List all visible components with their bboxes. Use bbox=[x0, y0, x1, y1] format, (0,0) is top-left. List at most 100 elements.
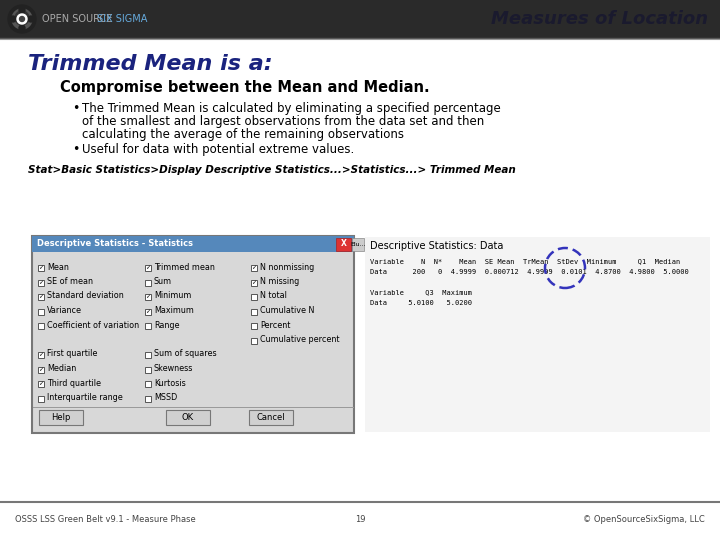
FancyBboxPatch shape bbox=[251, 265, 257, 271]
Text: ✓: ✓ bbox=[145, 266, 150, 271]
Text: Data      200   0  4.9999  0.000712  4.9999  0.0101  4.8700  4.9800  5.0000: Data 200 0 4.9999 0.000712 4.9999 0.0101… bbox=[370, 269, 689, 275]
FancyBboxPatch shape bbox=[145, 323, 151, 329]
FancyBboxPatch shape bbox=[38, 395, 44, 402]
Text: Variable    N  N*    Mean  SE Mean  TrMean  StDev  Minimum     Q1  Median: Variable N N* Mean SE Mean TrMean StDev … bbox=[370, 258, 680, 264]
Text: First quartile: First quartile bbox=[47, 349, 97, 359]
FancyBboxPatch shape bbox=[352, 238, 364, 251]
Text: Descriptive Statistics: Data: Descriptive Statistics: Data bbox=[370, 241, 503, 251]
FancyBboxPatch shape bbox=[38, 323, 44, 329]
Text: Sum: Sum bbox=[154, 277, 172, 286]
Text: ✓: ✓ bbox=[145, 309, 150, 314]
Circle shape bbox=[10, 16, 16, 22]
Text: Maximum: Maximum bbox=[154, 306, 194, 315]
FancyBboxPatch shape bbox=[145, 280, 151, 286]
Text: Useful for data with potential extreme values.: Useful for data with potential extreme v… bbox=[82, 143, 354, 156]
FancyBboxPatch shape bbox=[145, 308, 151, 314]
Circle shape bbox=[19, 17, 24, 22]
Circle shape bbox=[12, 9, 32, 29]
Text: Cancel: Cancel bbox=[257, 413, 285, 422]
Text: ✓: ✓ bbox=[38, 381, 44, 387]
FancyBboxPatch shape bbox=[145, 352, 151, 358]
FancyBboxPatch shape bbox=[251, 308, 257, 314]
Text: Variable     Q3  Maximum: Variable Q3 Maximum bbox=[370, 289, 472, 295]
Circle shape bbox=[8, 5, 36, 33]
Text: Range: Range bbox=[154, 321, 179, 329]
FancyBboxPatch shape bbox=[145, 265, 151, 271]
Text: OSSS LSS Green Belt v9.1 - Measure Phase: OSSS LSS Green Belt v9.1 - Measure Phase bbox=[15, 516, 196, 524]
Text: Variance: Variance bbox=[47, 306, 82, 315]
Text: ✓: ✓ bbox=[251, 266, 256, 271]
FancyBboxPatch shape bbox=[251, 323, 257, 329]
FancyBboxPatch shape bbox=[249, 410, 293, 425]
Text: ✓: ✓ bbox=[145, 294, 150, 300]
Text: calculating the average of the remaining observations: calculating the average of the remaining… bbox=[82, 128, 404, 141]
FancyBboxPatch shape bbox=[145, 367, 151, 373]
Text: •: • bbox=[72, 143, 79, 156]
Text: Percent: Percent bbox=[260, 321, 290, 329]
Text: Third quartile: Third quartile bbox=[47, 379, 101, 388]
Text: Descriptive Statistics - Statistics: Descriptive Statistics - Statistics bbox=[37, 240, 193, 248]
Text: N total: N total bbox=[260, 292, 287, 300]
Circle shape bbox=[19, 25, 25, 31]
Text: Help: Help bbox=[51, 413, 71, 422]
FancyBboxPatch shape bbox=[145, 381, 151, 387]
Circle shape bbox=[17, 14, 27, 24]
Text: of the smallest and largest observations from the data set and then: of the smallest and largest observations… bbox=[82, 115, 485, 128]
Text: ✓: ✓ bbox=[38, 280, 44, 285]
Text: Minimum: Minimum bbox=[154, 292, 192, 300]
FancyBboxPatch shape bbox=[38, 294, 44, 300]
Text: ✓: ✓ bbox=[38, 294, 44, 300]
FancyBboxPatch shape bbox=[38, 367, 44, 373]
Text: Data     5.0100   5.0200: Data 5.0100 5.0200 bbox=[370, 300, 472, 306]
Text: Sum of squares: Sum of squares bbox=[154, 349, 217, 359]
Circle shape bbox=[15, 11, 29, 25]
FancyBboxPatch shape bbox=[365, 237, 710, 432]
FancyBboxPatch shape bbox=[145, 294, 151, 300]
FancyBboxPatch shape bbox=[38, 265, 44, 271]
Text: Median: Median bbox=[47, 364, 76, 373]
Text: Trimmed Mean is a:: Trimmed Mean is a: bbox=[28, 54, 273, 74]
FancyBboxPatch shape bbox=[336, 238, 351, 251]
Text: Measures of Location: Measures of Location bbox=[491, 10, 708, 28]
Text: The Trimmed Mean is calculated by eliminating a specified percentage: The Trimmed Mean is calculated by elimin… bbox=[82, 102, 500, 115]
Text: Cumulative percent: Cumulative percent bbox=[260, 335, 340, 344]
Text: Cumulative N: Cumulative N bbox=[260, 306, 315, 315]
Text: Compromise between the Mean and Median.: Compromise between the Mean and Median. bbox=[60, 80, 430, 95]
FancyBboxPatch shape bbox=[38, 381, 44, 387]
Text: OK: OK bbox=[182, 413, 194, 422]
Circle shape bbox=[28, 16, 34, 22]
Text: N missing: N missing bbox=[260, 277, 300, 286]
FancyBboxPatch shape bbox=[0, 0, 720, 38]
FancyBboxPatch shape bbox=[39, 410, 83, 425]
FancyBboxPatch shape bbox=[251, 280, 257, 286]
FancyBboxPatch shape bbox=[251, 294, 257, 300]
Text: MSSD: MSSD bbox=[154, 393, 177, 402]
Text: ✓: ✓ bbox=[38, 266, 44, 271]
Text: ✓: ✓ bbox=[251, 280, 256, 285]
Text: Stat>Basic Statistics>Display Descriptive Statistics...>Statistics...> Trimmed M: Stat>Basic Statistics>Display Descriptiv… bbox=[28, 165, 516, 175]
FancyBboxPatch shape bbox=[38, 352, 44, 358]
Text: Elu...: Elu... bbox=[350, 241, 366, 246]
Text: SIX SIGMA: SIX SIGMA bbox=[97, 14, 148, 24]
Circle shape bbox=[19, 7, 25, 13]
FancyBboxPatch shape bbox=[166, 410, 210, 425]
Text: X: X bbox=[341, 240, 346, 248]
FancyBboxPatch shape bbox=[251, 338, 257, 343]
Text: Kurtosis: Kurtosis bbox=[154, 379, 186, 388]
Text: OPEN SOURCE: OPEN SOURCE bbox=[42, 14, 115, 24]
Text: N nonmissing: N nonmissing bbox=[260, 262, 314, 272]
FancyBboxPatch shape bbox=[32, 236, 354, 433]
Text: •: • bbox=[72, 102, 79, 115]
Text: © OpenSourceSixSigma, LLC: © OpenSourceSixSigma, LLC bbox=[583, 516, 705, 524]
Text: Interquartile range: Interquartile range bbox=[47, 393, 122, 402]
Text: Trimmed mean: Trimmed mean bbox=[154, 262, 215, 272]
Text: Standard deviation: Standard deviation bbox=[47, 292, 124, 300]
FancyBboxPatch shape bbox=[145, 395, 151, 402]
Text: 19: 19 bbox=[355, 516, 365, 524]
FancyBboxPatch shape bbox=[32, 236, 354, 252]
Text: Mean: Mean bbox=[47, 262, 69, 272]
Text: ✓: ✓ bbox=[38, 367, 44, 372]
Text: Coefficient of variation: Coefficient of variation bbox=[47, 321, 139, 329]
Text: Skewness: Skewness bbox=[154, 364, 194, 373]
Text: SE of mean: SE of mean bbox=[47, 277, 93, 286]
